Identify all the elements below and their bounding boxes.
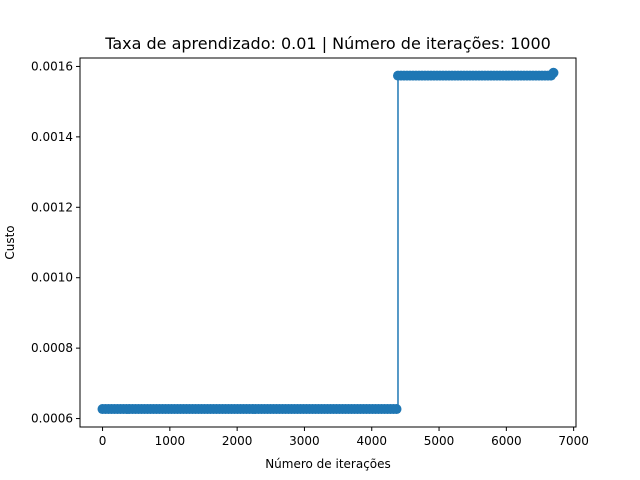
y-tick-label: 0.0016 (31, 59, 73, 73)
x-tick-label: 1000 (155, 434, 186, 448)
data-point (391, 404, 402, 415)
x-axis: 0 1000 2000 3000 4000 5000 6000 7000 (99, 427, 589, 448)
y-axis-label: Custo (3, 225, 17, 259)
series-line (102, 72, 555, 410)
x-tick-label: 6000 (491, 434, 522, 448)
axes-frame (79, 57, 577, 428)
x-tick-label: 0 (99, 434, 107, 448)
x-tick-label: 4000 (356, 434, 387, 448)
x-tick-label: 3000 (289, 434, 320, 448)
data-point (548, 67, 559, 78)
y-tick-label: 0.0014 (31, 130, 73, 144)
y-tick-label: 0.0008 (31, 341, 73, 355)
y-tick-label: 0.0012 (31, 200, 73, 214)
y-tick-label: 0.0010 (31, 271, 73, 285)
x-tick-label: 7000 (558, 434, 589, 448)
x-tick-label: 5000 (424, 434, 455, 448)
y-tick-label: 0.0006 (31, 412, 73, 426)
y-axis: 0.0006 0.0008 0.0010 0.0012 0.0014 0.0016 (31, 59, 80, 426)
chart-title: Taxa de aprendizado: 0.01 | Número de it… (104, 34, 551, 53)
x-axis-label: Número de iterações (265, 457, 391, 471)
x-tick-label: 2000 (222, 434, 253, 448)
plot-area (97, 67, 559, 415)
